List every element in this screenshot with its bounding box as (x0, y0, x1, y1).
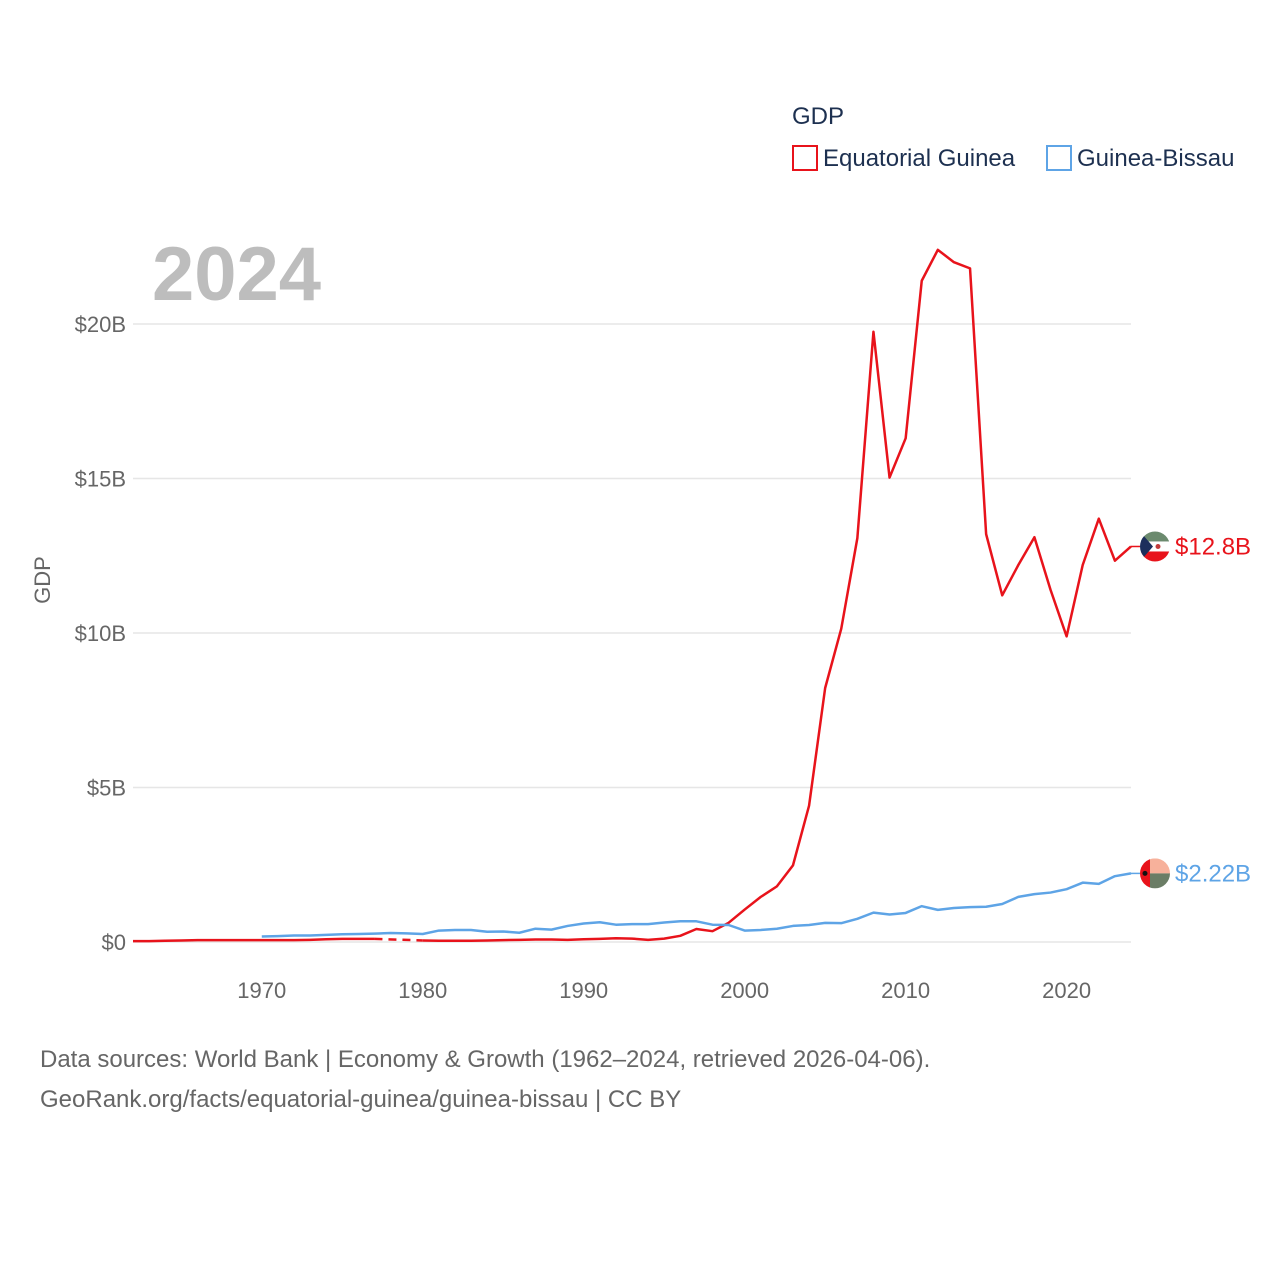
series-line-equatorial-guinea-0 (133, 937, 375, 943)
series-line-guinea-bissau-0 (261, 872, 1132, 938)
flag-triangle (1140, 531, 1153, 562)
flag-field-green (1150, 873, 1170, 889)
legend-swatch-equatorial-guinea (792, 145, 818, 171)
x-tick-label-4: 2010 (881, 978, 930, 1003)
guinea-bissau-flag-icon (1140, 858, 1170, 889)
x-tick-label-0: 1970 (237, 978, 286, 1003)
flag-field-light (1150, 858, 1170, 874)
series-line-equatorial-guinea-1 (422, 248, 1132, 943)
series-guinea-bissau: $2.22B (261, 858, 1251, 938)
gdp-line-chart: $0 $5B $10B $15B $20B 1970 1980 1990 2000 2010 20… (30, 103, 1251, 1003)
legend-label-guinea-bissau: Guinea-Bissau (1077, 145, 1234, 172)
flag-body-equatorial-guinea (1140, 531, 1170, 562)
legend-item-equatorial-guinea[interactable]: Equatorial Guinea (792, 145, 1016, 172)
x-tick-label-1: 1980 (398, 978, 447, 1003)
legend-title: GDP (792, 103, 844, 130)
y-axis-title: GDP (30, 556, 55, 604)
gridlines (133, 323, 1131, 943)
y-tick-label-2: $10B (75, 621, 126, 646)
attribution-text: GeoRank.org/facts/equatorial-guinea/guin… (40, 1086, 682, 1113)
data-sources-text: Data sources: World Bank | Economy & Gro… (40, 1046, 931, 1073)
x-tick-label-5: 2020 (1042, 978, 1091, 1003)
legend-label-equatorial-guinea: Equatorial Guinea (823, 145, 1016, 172)
y-tick-label-3: $15B (75, 467, 126, 492)
series-gap-equatorial-guinea (374, 937, 423, 942)
legend-item-guinea-bissau[interactable]: Guinea-Bissau (1046, 145, 1234, 172)
y-tick-label-0: $0 (102, 930, 126, 955)
end-label-equatorial-guinea: $12.8B (1175, 533, 1251, 560)
x-tick-label-3: 2000 (720, 978, 769, 1003)
flag-body-guinea-bissau (1140, 858, 1170, 889)
end-label-guinea-bissau: $2.22B (1175, 860, 1251, 887)
flag-stripe-red (1140, 551, 1170, 562)
y-axis-ticks: $0 $5B $10B $15B $20B (75, 312, 126, 955)
x-axis-ticks: 1970 1980 1990 2000 2010 2020 (237, 978, 1091, 1003)
y-tick-label-4: $20B (75, 312, 126, 337)
series-layer: $12.8B $2.22B (133, 248, 1251, 943)
flag-stripe-green (1140, 531, 1170, 542)
legend-swatch-guinea-bissau (1046, 145, 1072, 171)
year-watermark: 2024 (152, 232, 321, 317)
footer: Data sources: World Bank | Economy & Gro… (40, 1040, 1240, 1120)
flag-star (1142, 870, 1148, 876)
y-tick-label-1: $5B (87, 776, 126, 801)
legend[interactable]: GDP Equatorial Guinea Guinea-Bissau (792, 103, 1234, 172)
flag-emblem (1155, 543, 1161, 549)
series-equatorial-guinea: $12.8B (133, 248, 1251, 943)
flag-stripe-white (1140, 541, 1170, 552)
x-tick-label-2: 1990 (559, 978, 608, 1003)
equatorial-guinea-flag-icon (1140, 531, 1170, 562)
